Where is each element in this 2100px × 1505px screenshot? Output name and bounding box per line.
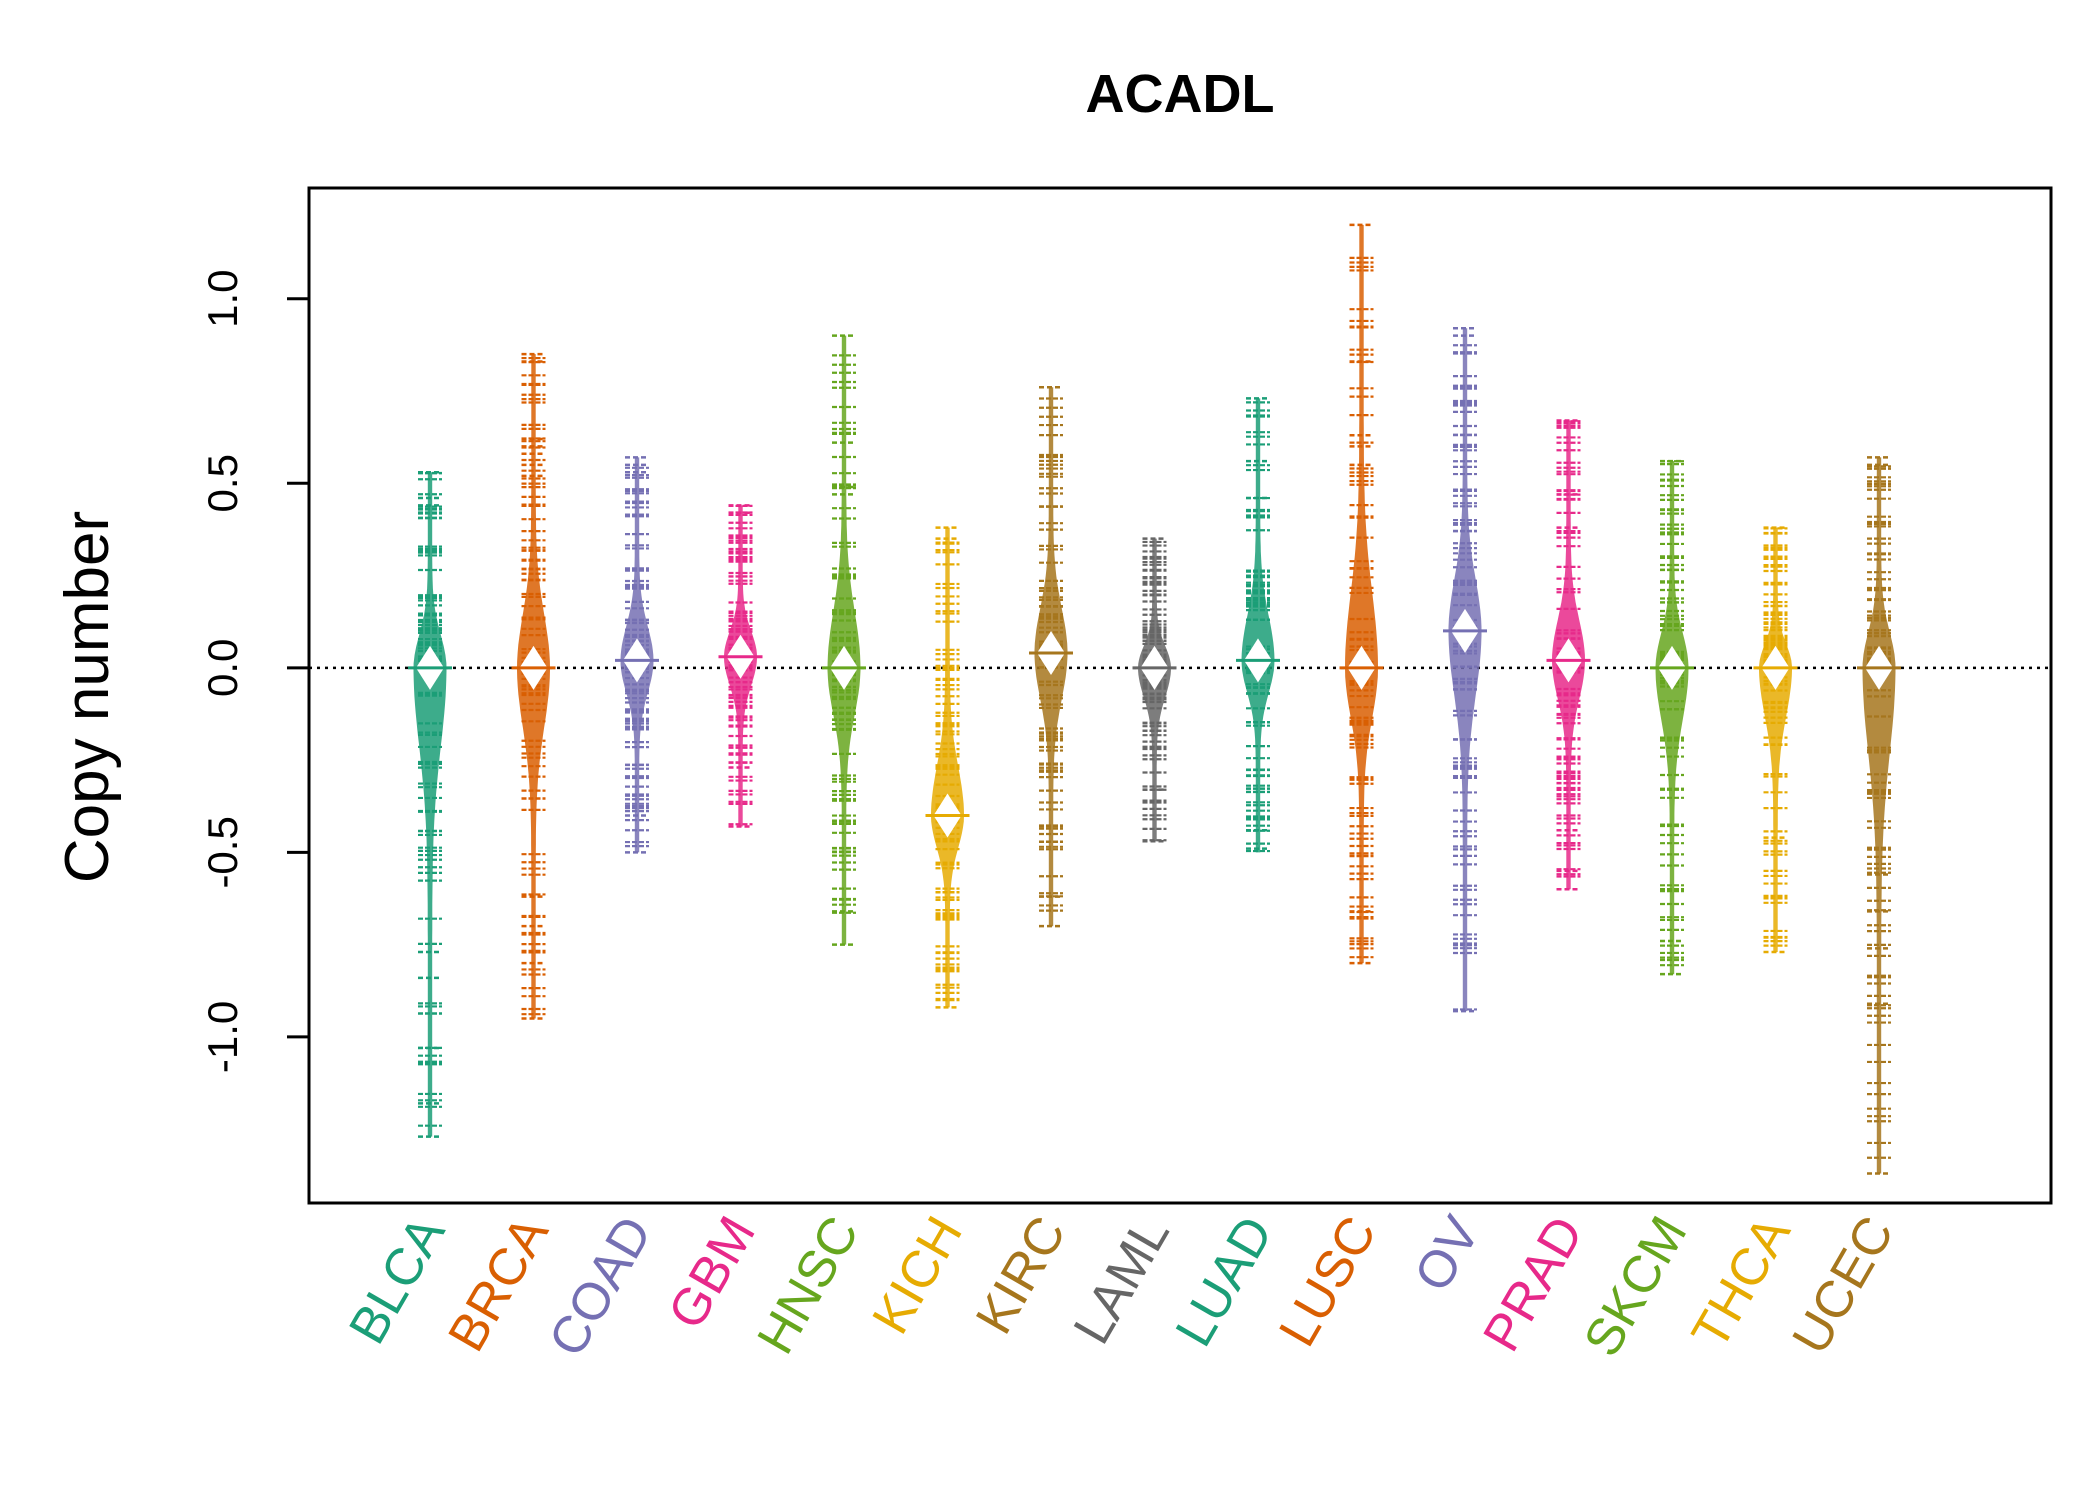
x-tick-label-kirc: KIRC [965, 1207, 1077, 1344]
bean-hnsc [822, 334, 866, 946]
bean-shape [1138, 538, 1171, 842]
bean-shape [1862, 457, 1896, 1174]
y-tick-label: 0.5 [199, 454, 246, 512]
x-tick-label-skcm: SKCM [1573, 1207, 1698, 1366]
y-tick-label: -1.0 [199, 1001, 246, 1073]
y-tick-label: 0.0 [199, 639, 246, 697]
bean-shape [1655, 461, 1689, 975]
bean-shape [1448, 328, 1482, 1012]
x-tick-label-kich: KICH [862, 1207, 974, 1344]
y-tick-label: 1.0 [199, 270, 246, 328]
bean-ov [1443, 327, 1487, 1013]
bean-luad [1236, 397, 1280, 853]
bean-brca [511, 352, 556, 1020]
y-tick-label: -0.5 [199, 816, 246, 888]
bean-skcm [1650, 459, 1694, 976]
y-axis-label: Copy number [53, 511, 122, 883]
bean-shape [413, 472, 447, 1137]
bean-kirc [1029, 386, 1073, 928]
bean-prad [1546, 419, 1591, 891]
bean-kich [925, 526, 970, 1009]
x-tick-label-laml: LAML [1063, 1207, 1181, 1354]
x-tick-label-coad: COAD [538, 1207, 663, 1366]
chart-title: ACADL [1086, 64, 1275, 124]
plot-layer [309, 223, 2051, 1175]
x-tick-label-ov: OV [1404, 1207, 1492, 1301]
bean-ucec [1857, 456, 1901, 1175]
x-tick-label-gbm: GBM [657, 1207, 766, 1339]
bean-shape [1241, 398, 1275, 853]
x-tick-label-lusc: LUSC [1268, 1207, 1388, 1356]
plot-frame [307, 186, 2053, 1205]
x-tick-label-hnsc: HNSC [746, 1207, 870, 1364]
x-tick-label-ucec: UCEC [1781, 1207, 1905, 1364]
bean-coad [615, 456, 659, 854]
x-tick-label-luad: LUAD [1165, 1207, 1285, 1356]
bean-thca [1753, 526, 1798, 954]
bean-lusc [1339, 223, 1384, 965]
bean-blca [408, 470, 452, 1138]
bean-shape [1759, 527, 1792, 952]
bean-laml [1132, 537, 1177, 843]
bean-gbm [718, 504, 763, 828]
